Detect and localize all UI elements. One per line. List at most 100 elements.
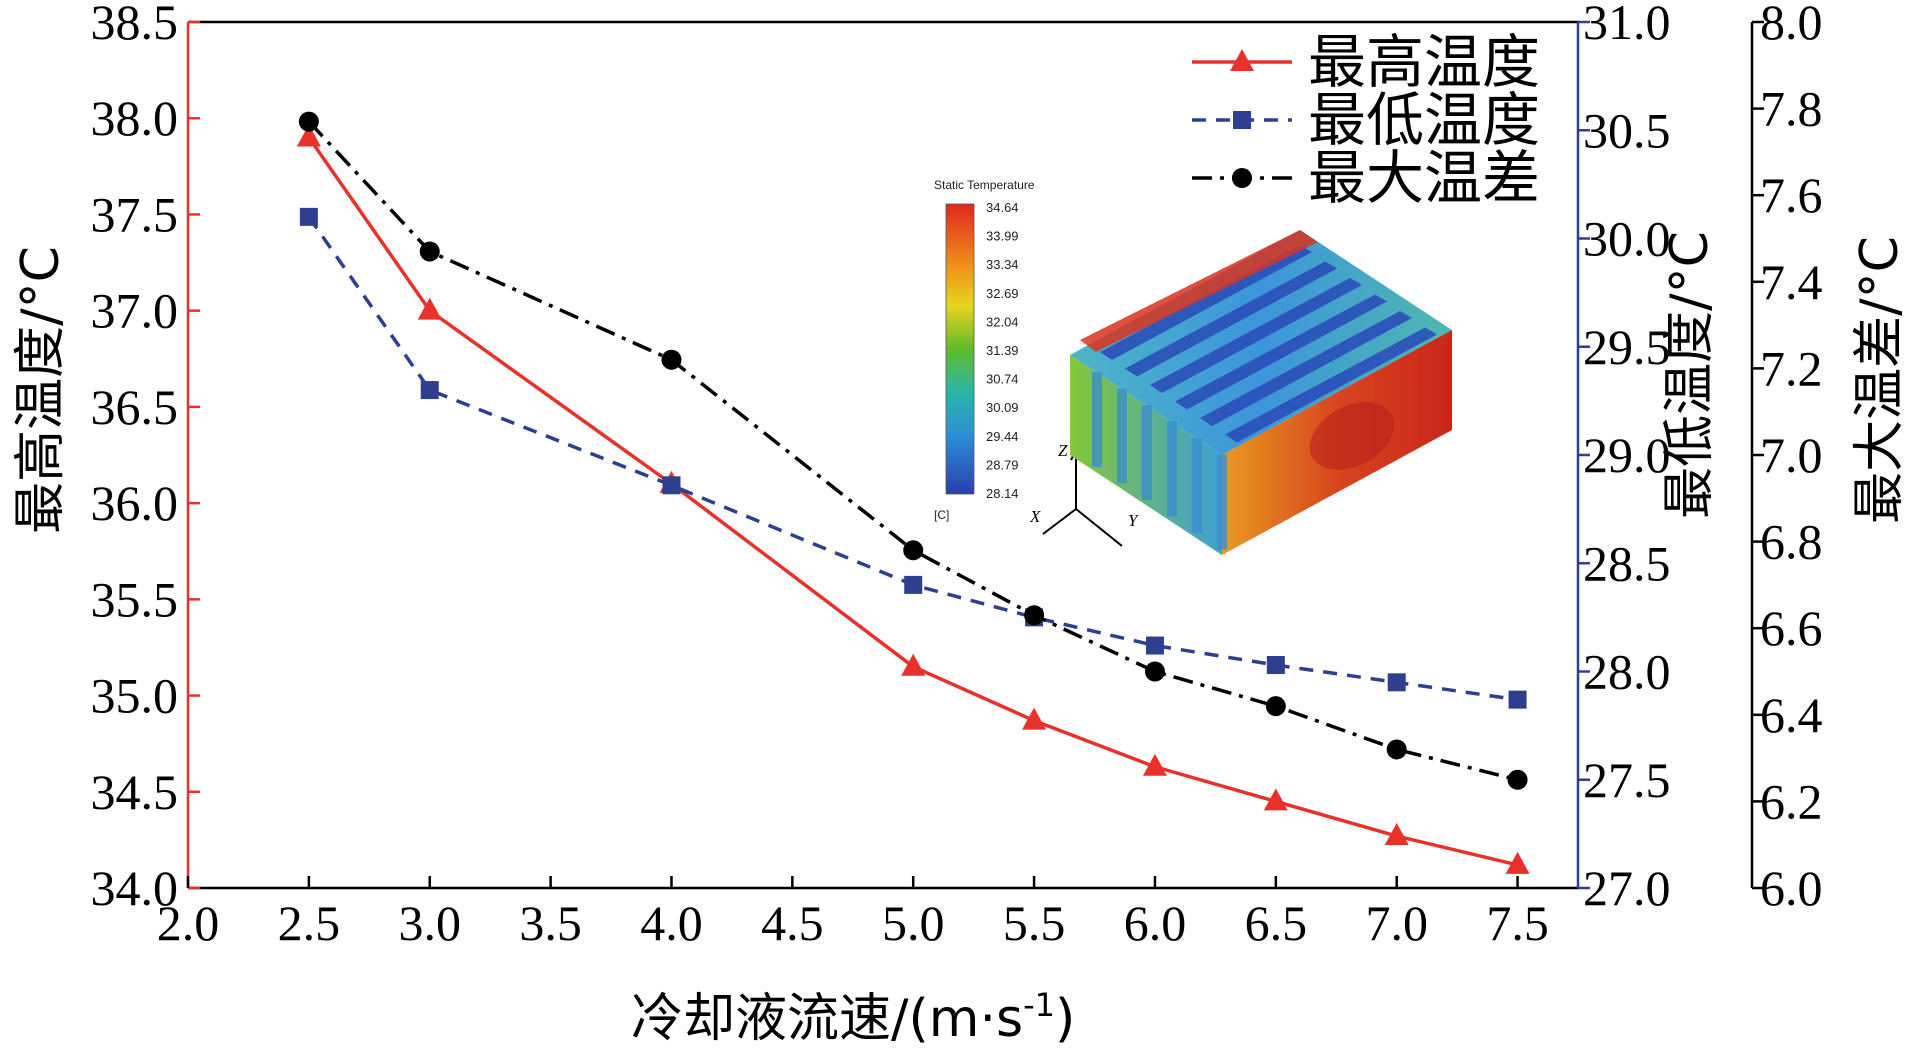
data-point bbox=[1384, 823, 1409, 846]
left-tick-label: 36.5 bbox=[91, 379, 179, 435]
cooling-slot bbox=[1175, 294, 1387, 410]
data-point bbox=[1265, 696, 1286, 717]
cooling-slot bbox=[1200, 311, 1412, 426]
x-tick-label: 5.5 bbox=[1003, 895, 1066, 951]
right1-tick-label: 27.0 bbox=[1583, 860, 1671, 916]
right2-tick-label: 6.6 bbox=[1760, 600, 1823, 656]
x-tick-label: 4.5 bbox=[761, 895, 824, 951]
right1-axis-title: 最低温度/°C bbox=[1660, 231, 1720, 519]
inset-unit: [C] bbox=[934, 508, 949, 522]
x-tick-label: 3.5 bbox=[519, 895, 582, 951]
data-point bbox=[903, 540, 924, 561]
inset-colorbar bbox=[945, 203, 975, 495]
inset-scale-label: 31.39 bbox=[986, 343, 1019, 358]
left-tick-label: 34.5 bbox=[91, 764, 179, 820]
right1-tick-label: 30.0 bbox=[1583, 211, 1671, 267]
inset-scale-label: 33.99 bbox=[986, 229, 1019, 244]
inset-scale-label: 30.74 bbox=[986, 372, 1019, 387]
x-tick-label: 6.5 bbox=[1245, 895, 1308, 951]
legend-marker bbox=[1232, 168, 1252, 188]
legend-label: 最大温差 bbox=[1308, 144, 1540, 212]
right2-tick-label: 7.0 bbox=[1760, 427, 1823, 483]
inset-scale-label: 33.34 bbox=[986, 257, 1019, 272]
right1-tick-label: 29.5 bbox=[1583, 319, 1671, 375]
right2-tick-label: 8.0 bbox=[1760, 0, 1823, 50]
x-axis: 2.0 2.5 3.0 3.5 4.0 4.5 5.0 5.5 6.0 6.5 7.0 7.5 bbox=[157, 876, 1549, 951]
data-point bbox=[417, 297, 442, 320]
right-y-axis-min-temp: 27.0 27.5 28.0 28.5 29.0 29.5 30.0 30.5 31.0 bbox=[1576, 0, 1671, 916]
data-point bbox=[419, 241, 440, 262]
legend-label: 最低温度 bbox=[1308, 86, 1540, 154]
triad-z-label: Z bbox=[1058, 441, 1068, 460]
x-tick-label: 7.5 bbox=[1486, 895, 1549, 951]
cooling-slot bbox=[1150, 278, 1362, 393]
legend-marker bbox=[1230, 49, 1254, 71]
data-point bbox=[1022, 707, 1047, 730]
data-point bbox=[296, 124, 321, 147]
data-point bbox=[1144, 661, 1165, 682]
left-tick-label: 37.0 bbox=[91, 283, 179, 339]
cooling-slot bbox=[1225, 327, 1437, 443]
cooling-slot bbox=[1125, 261, 1337, 377]
left-tick-label: 34.0 bbox=[91, 860, 179, 916]
inset-scale-label: 28.79 bbox=[986, 457, 1019, 472]
slot-front-edge bbox=[1142, 405, 1152, 500]
data-point bbox=[1507, 769, 1528, 790]
cooling-channel-slots bbox=[1092, 245, 1437, 550]
left-tick-label: 37.5 bbox=[91, 186, 179, 242]
right1-tick-label: 27.5 bbox=[1583, 752, 1671, 808]
series-2 bbox=[298, 111, 1528, 790]
data-point bbox=[420, 381, 439, 400]
data-point bbox=[662, 476, 681, 495]
right2-tick-label: 6.2 bbox=[1760, 773, 1823, 829]
inset-colorbar-labels: 34.64 33.99 33.34 32.69 32.04 31.39 30.74 30.09… bbox=[986, 200, 1019, 501]
inset-scale-label: 34.64 bbox=[986, 200, 1019, 215]
right2-tick-label: 6.8 bbox=[1760, 514, 1823, 570]
plot-frame bbox=[188, 20, 1578, 890]
inset-scale-label: 28.14 bbox=[986, 486, 1019, 501]
x-tick-label: 4.0 bbox=[640, 895, 703, 951]
right1-tick-label: 28.0 bbox=[1583, 644, 1671, 700]
right2-tick-label: 7.4 bbox=[1760, 254, 1823, 310]
x-tick-label: 2.0 bbox=[157, 895, 220, 951]
triad-x-label: X bbox=[1029, 507, 1041, 526]
right1-tick-label: 30.5 bbox=[1583, 102, 1671, 158]
data-point bbox=[298, 111, 319, 132]
left-axis-title: 最高温度/°C bbox=[11, 246, 71, 534]
left-y-axis: 34.0 34.5 35.0 35.5 36.0 36.5 37.0 37.5 38.0 38.5 bbox=[91, 0, 200, 916]
legend-marker bbox=[1233, 111, 1251, 129]
right1-tick-label: 31.0 bbox=[1583, 0, 1671, 50]
x-tick-label: 5.0 bbox=[882, 895, 945, 951]
cooling-slot bbox=[1100, 245, 1312, 360]
slot-front-edge bbox=[1167, 421, 1177, 517]
inset-scale-label: 29.44 bbox=[986, 429, 1019, 444]
data-point bbox=[901, 653, 926, 676]
data-point bbox=[661, 349, 682, 370]
right2-tick-label: 7.8 bbox=[1760, 81, 1823, 137]
series-layer bbox=[296, 111, 1530, 874]
battery-module-render bbox=[1070, 230, 1452, 555]
right2-tick-label: 7.2 bbox=[1760, 340, 1823, 396]
right1-tick-label: 28.5 bbox=[1583, 535, 1671, 591]
right2-tick-label: 6.4 bbox=[1760, 687, 1823, 743]
inset-scale-label: 32.69 bbox=[986, 286, 1019, 301]
left-tick-label: 38.0 bbox=[91, 90, 179, 146]
right2-tick-label: 7.6 bbox=[1760, 167, 1823, 223]
slot-front-edge bbox=[1192, 438, 1202, 533]
left-tick-label: 36.0 bbox=[91, 475, 179, 531]
legend-label: 最高温度 bbox=[1308, 28, 1540, 96]
data-point bbox=[904, 575, 923, 594]
x-tick-label: 7.0 bbox=[1365, 895, 1428, 951]
data-point bbox=[1505, 851, 1530, 874]
left-tick-label: 38.5 bbox=[91, 0, 179, 50]
slot-front-edge bbox=[1117, 388, 1127, 484]
data-point bbox=[1386, 739, 1407, 760]
x-axis-title: 冷却液流速/(m·s-1) bbox=[631, 986, 1075, 1049]
data-point bbox=[1508, 690, 1527, 709]
right2-tick-label: 6.0 bbox=[1760, 860, 1823, 916]
left-tick-label: 35.5 bbox=[91, 571, 179, 627]
left-tick-label: 35.0 bbox=[91, 668, 179, 724]
right2-axis-title: 最大温差/°C bbox=[1850, 236, 1906, 524]
data-point bbox=[1387, 673, 1406, 692]
